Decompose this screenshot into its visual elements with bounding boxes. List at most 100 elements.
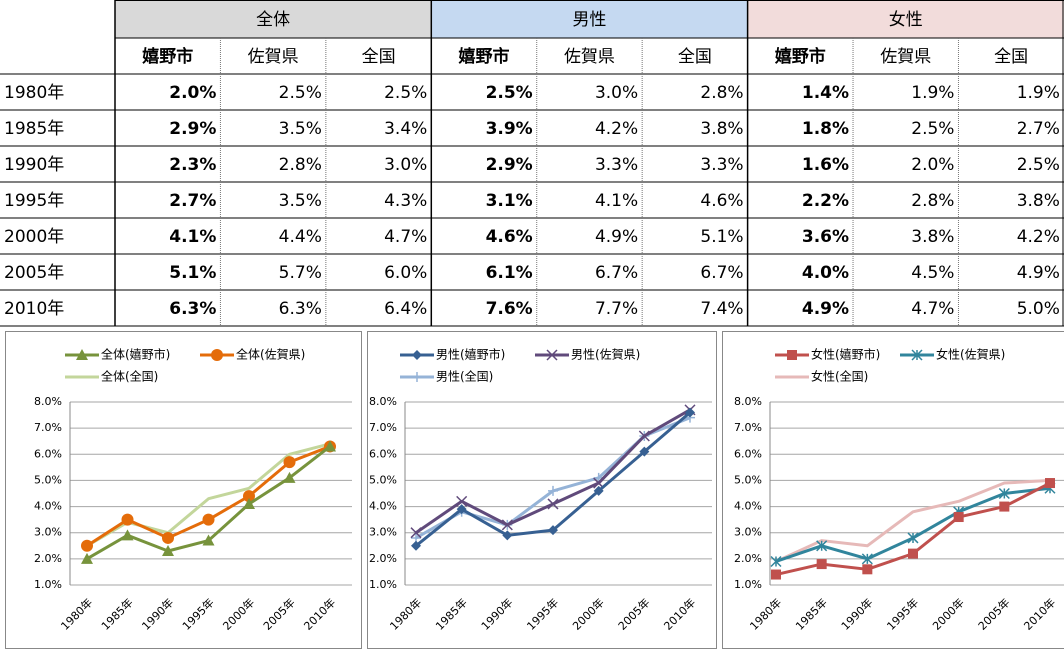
y-tick-label: 6.0% [734, 447, 762, 460]
legend-label: 全体(全国) [101, 369, 158, 384]
data-point [639, 446, 650, 457]
y-tick-label: 2.0% [369, 552, 397, 565]
y-tick-label: 1.0% [734, 578, 762, 591]
table-cell: 2.5% [911, 119, 954, 139]
chart-frame [5, 331, 362, 649]
y-tick-label: 2.0% [734, 552, 762, 565]
data-point [81, 552, 93, 564]
data-point [953, 512, 964, 523]
table-cell: 4.2% [595, 119, 638, 139]
table-cell: 4.7% [384, 227, 427, 247]
legend-label: 全体(嬉野市) [101, 347, 170, 362]
table-cell: 4.1% [595, 191, 638, 211]
data-point [593, 485, 604, 496]
table-cell: 3.0% [384, 155, 427, 175]
y-tick-label: 4.0% [34, 500, 62, 513]
data-point [243, 490, 255, 503]
table-cell: 2.5% [384, 83, 427, 103]
table-cell: 5.1% [700, 227, 743, 247]
table-cell: 3.3% [595, 155, 638, 175]
table-cell: 6.3% [279, 299, 322, 319]
table-cell: 2.3% [169, 155, 216, 175]
data-point [121, 513, 134, 526]
data-point [162, 545, 174, 557]
table-cell: 3.6% [802, 227, 849, 247]
subheader: 嬉野市 [141, 46, 193, 67]
y-tick-label: 5.0% [369, 473, 397, 486]
y-tick-label: 4.0% [734, 500, 762, 513]
y-tick-label: 1.0% [369, 578, 397, 591]
table-cell: 2.5% [486, 83, 533, 103]
table-cell: 5.1% [169, 263, 216, 283]
subheader: 佐賀県 [880, 47, 931, 67]
table-cell: 4.0% [802, 263, 849, 283]
subheader: 佐賀県 [248, 47, 299, 67]
y-tick-label: 5.0% [34, 473, 62, 486]
table-cell: 2.5% [279, 83, 322, 103]
data-point [411, 540, 421, 551]
table-cell: 7.7% [595, 299, 638, 319]
data-point [685, 407, 695, 418]
table-cell: 4.7% [911, 299, 954, 319]
data-point [816, 559, 827, 570]
y-tick-label: 3.0% [34, 526, 62, 539]
table-cell: 4.6% [700, 191, 743, 211]
year-label: 1995年 [4, 191, 64, 211]
table-cell: 3.8% [700, 119, 743, 139]
legend-label: 男性(全国) [436, 369, 493, 384]
group-header-bg [115, 0, 432, 38]
data-point [907, 532, 919, 544]
data-point [816, 540, 828, 552]
y-tick-label: 7.0% [734, 421, 762, 434]
data-point [998, 487, 1010, 500]
y-tick-label: 8.0% [369, 395, 397, 408]
subheader-bg [431, 38, 748, 74]
data-point [770, 555, 782, 568]
legend-label: 全体(佐賀県) [236, 347, 305, 362]
table-cell: 2.2% [802, 191, 849, 211]
table-cell: 4.9% [595, 227, 638, 247]
legend-label: 男性(佐賀県) [571, 348, 640, 362]
legend-marker [412, 372, 422, 382]
table-cell: 3.8% [1017, 191, 1060, 211]
data-point [862, 564, 873, 575]
data-point [283, 471, 296, 483]
legend-label: 女性(嬉野市) [811, 347, 880, 362]
series-line [775, 478, 1051, 563]
table-cell: 2.0% [911, 155, 954, 175]
legend-marker [76, 349, 88, 360]
table-cell: 4.9% [1017, 263, 1060, 283]
table-cell: 2.7% [169, 191, 216, 211]
legend-marker [911, 349, 923, 361]
table-cell: 3.3% [700, 155, 743, 175]
legend-label: 女性(全国) [811, 369, 868, 384]
table-cell: 2.8% [911, 191, 954, 211]
subheader: 全国 [994, 47, 1028, 67]
data-point [81, 539, 93, 552]
y-tick-label: 7.0% [369, 421, 397, 434]
y-tick-label: 3.0% [369, 526, 397, 539]
data-point [1045, 478, 1055, 489]
y-tick-label: 2.0% [34, 552, 62, 565]
table-cell: 2.7% [1017, 119, 1060, 139]
table-cell: 1.4% [802, 83, 849, 103]
data-point [202, 534, 215, 546]
y-tick-label: 7.0% [34, 421, 62, 434]
year-label: 2005年 [4, 263, 64, 283]
table-cell: 3.5% [279, 119, 322, 139]
subheader: 全国 [362, 47, 396, 67]
table-cell: 4.9% [802, 299, 849, 319]
table-cell: 3.8% [911, 227, 954, 247]
table-cell: 2.0% [169, 83, 216, 103]
table-cell: 2.8% [279, 155, 322, 175]
table-cell: 6.4% [384, 299, 427, 319]
table-cell: 5.7% [279, 263, 322, 283]
data-point [548, 525, 558, 536]
table-cell: 1.6% [802, 155, 849, 175]
group-header-bg [431, 0, 748, 38]
data-point [162, 531, 174, 544]
table-cell: 1.8% [802, 119, 849, 139]
data-point [547, 498, 559, 510]
legend-marker [787, 350, 797, 360]
